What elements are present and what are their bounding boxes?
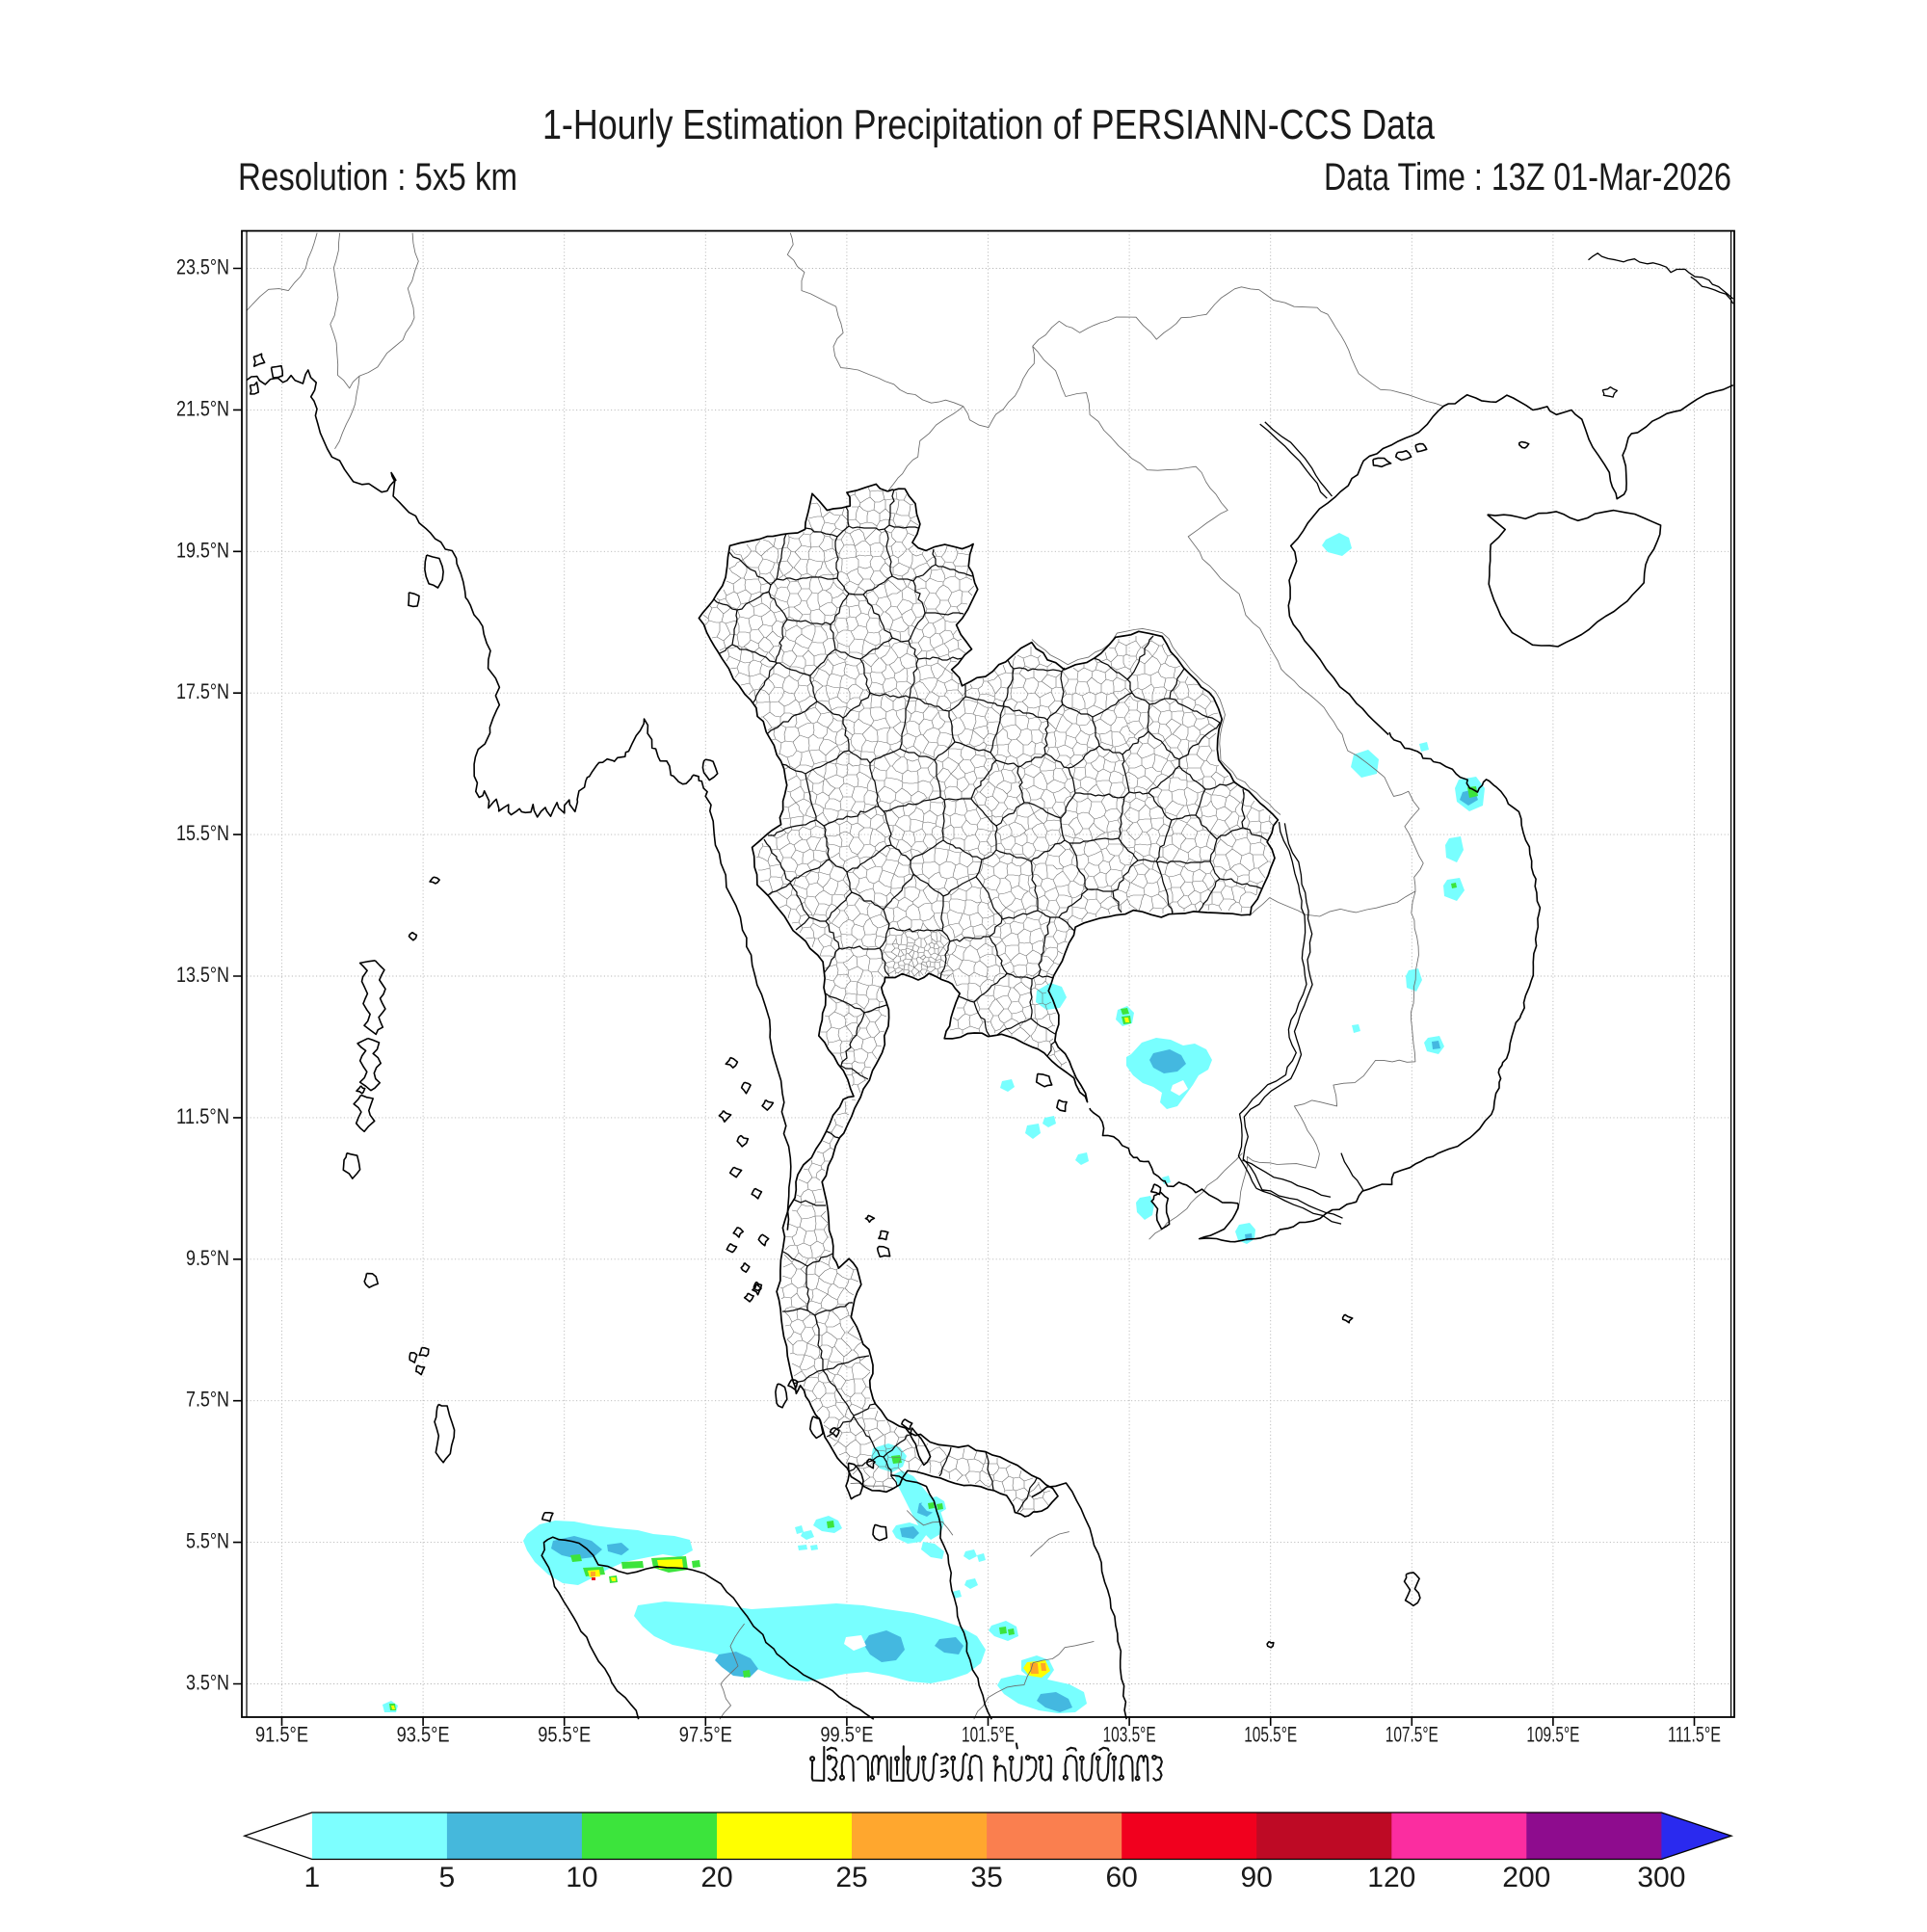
svg-text:109.5°E: 109.5°E <box>1526 1723 1579 1747</box>
svg-text:300: 300 <box>1637 1862 1685 1893</box>
svg-text:60: 60 <box>1106 1862 1138 1893</box>
svg-text:103.5°E: 103.5°E <box>1103 1723 1156 1747</box>
svg-text:99.5°E: 99.5°E <box>820 1723 873 1747</box>
svg-text:3.5°N: 3.5°N <box>186 1671 229 1695</box>
svg-text:35: 35 <box>970 1862 1002 1893</box>
svg-text:120: 120 <box>1367 1862 1415 1893</box>
svg-text:101.5°E: 101.5°E <box>962 1723 1015 1747</box>
svg-text:90: 90 <box>1241 1862 1273 1893</box>
svg-text:17.5°N: 17.5°N <box>176 679 229 703</box>
svg-text:21.5°N: 21.5°N <box>176 396 229 420</box>
svg-text:1-Hourly Estimation Precipitat: 1-Hourly Estimation Precipitation of PER… <box>542 101 1435 148</box>
svg-text:11.5°N: 11.5°N <box>176 1104 229 1128</box>
svg-text:91.5°E: 91.5°E <box>255 1723 308 1747</box>
svg-text:9.5°N: 9.5°N <box>186 1246 229 1270</box>
svg-text:Data Time : 13Z 01-Mar-2026: Data Time : 13Z 01-Mar-2026 <box>1324 156 1731 198</box>
svg-text:105.5°E: 105.5°E <box>1244 1723 1297 1747</box>
svg-text:97.5°E: 97.5°E <box>679 1723 732 1747</box>
svg-text:20: 20 <box>700 1862 732 1893</box>
svg-text:1: 1 <box>304 1862 320 1893</box>
svg-text:200: 200 <box>1502 1862 1550 1893</box>
svg-text:25: 25 <box>835 1862 867 1893</box>
svg-text:19.5°N: 19.5°N <box>176 538 229 562</box>
svg-text:7.5°N: 7.5°N <box>186 1388 229 1412</box>
svg-text:5.5°N: 5.5°N <box>186 1529 229 1553</box>
svg-text:15.5°N: 15.5°N <box>176 821 229 845</box>
svg-text:107.5°E: 107.5°E <box>1386 1723 1439 1747</box>
svg-text:93.5°E: 93.5°E <box>397 1723 450 1747</box>
svg-text:111.5°E: 111.5°E <box>1668 1723 1721 1747</box>
svg-text:Resolution : 5x5 km: Resolution : 5x5 km <box>238 156 517 198</box>
svg-text:95.5°E: 95.5°E <box>538 1723 591 1747</box>
svg-text:5: 5 <box>439 1862 456 1893</box>
svg-text:13.5°N: 13.5°N <box>176 963 229 987</box>
svg-text:10: 10 <box>566 1862 597 1893</box>
svg-text:23.5°N: 23.5°N <box>176 255 229 279</box>
